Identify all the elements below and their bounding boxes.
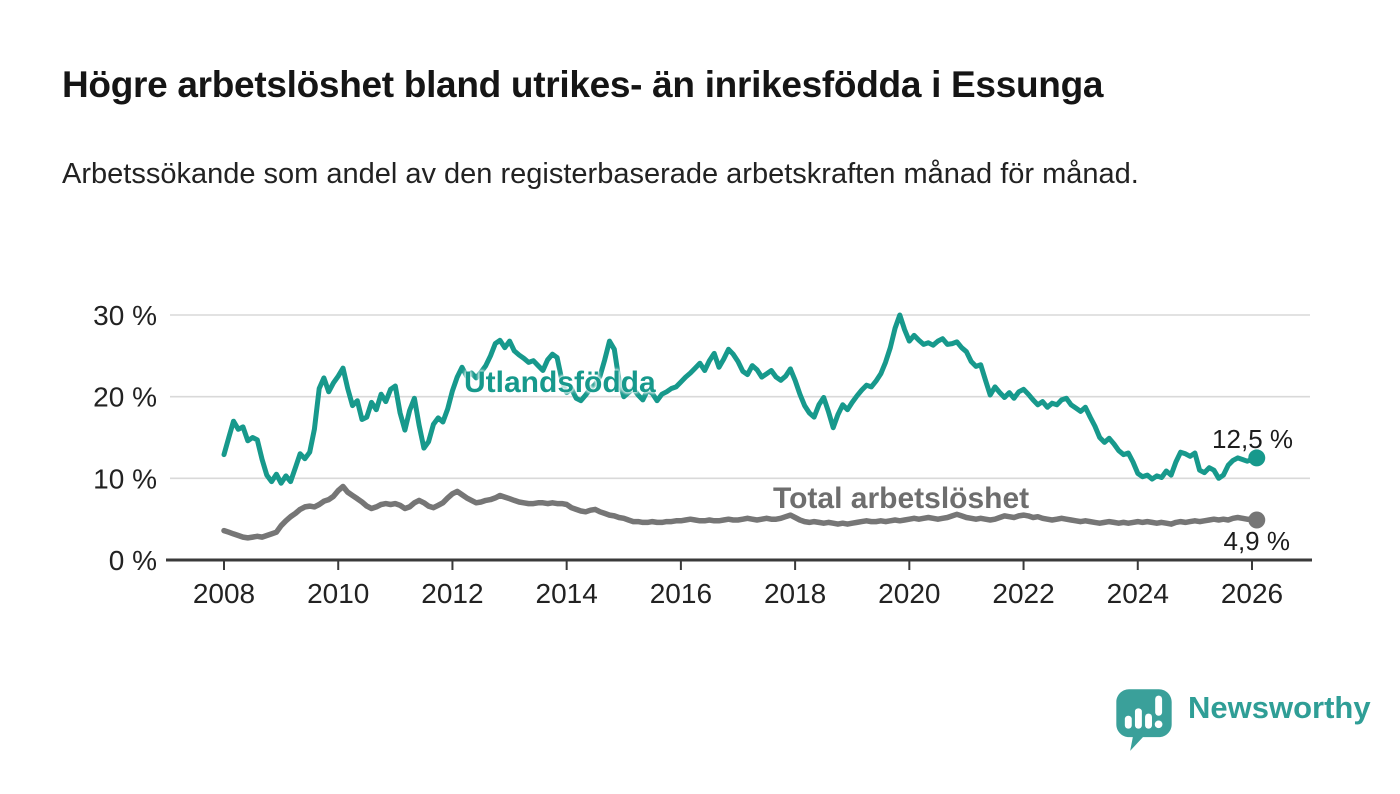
- y-tick-label-30: 30 %: [93, 300, 157, 331]
- end-value-label-total: 4,9 %: [1223, 526, 1291, 556]
- x-tick-label-2024: 2024: [1107, 578, 1169, 609]
- series-end-dot-total: [1248, 511, 1266, 529]
- logo-exclamation-bar: [1155, 695, 1163, 716]
- y-tick-label-0: 0 %: [109, 545, 157, 576]
- x-tick-label-2020: 2020: [878, 578, 940, 609]
- logo-bubble: [1116, 689, 1172, 751]
- y-tick-label-20: 20 %: [93, 382, 157, 413]
- x-tick-label-2016: 2016: [650, 578, 712, 609]
- newsworthy-logo-icon: [1116, 689, 1172, 751]
- x-tick-label-2026: 2026: [1221, 578, 1283, 609]
- x-tick-label-2008: 2008: [193, 578, 255, 609]
- logo-exclamation-dot: [1154, 720, 1163, 729]
- chart-tick-labels: 0 % 10 % 20 % 30 % 2008 2010 2012 2014 2016 2018 2…: [93, 300, 1283, 609]
- page-title: Högre arbetslöshet bland utrikes- än inr…: [62, 64, 1104, 105]
- newsworthy-brand-name: Newsworthy: [1188, 690, 1371, 725]
- x-tick-label-2018: 2018: [764, 578, 826, 609]
- chart-axis: [166, 558, 1312, 570]
- logo-bar-2: [1134, 708, 1142, 729]
- series-label-total-arbetsloshet: Total arbetslöshet: [773, 482, 1030, 515]
- logo-bar-3: [1145, 713, 1152, 729]
- x-tick-label-2010: 2010: [307, 578, 369, 609]
- x-tick-label-2022: 2022: [992, 578, 1054, 609]
- series-line-total: [221, 483, 1260, 541]
- series-line-foreign_born: [221, 312, 1260, 486]
- end-value-label-utlandsfodda: 12,5 %: [1212, 424, 1293, 454]
- page-subtitle: Arbetssökande som andel av den registerb…: [62, 158, 1139, 190]
- chart-series: [221, 312, 1266, 541]
- series-label-utlandsfodda: Utlandsfödda: [464, 366, 656, 399]
- chart-gridlines: [170, 314, 1310, 480]
- series-end-dot-foreign_born: [1248, 449, 1266, 467]
- logo-bar-1: [1124, 715, 1132, 729]
- y-tick-label-10: 10 %: [93, 463, 157, 494]
- x-tick-label-2014: 2014: [536, 578, 598, 609]
- x-tick-label-2012: 2012: [421, 578, 483, 609]
- newsworthy-logo: [1112, 686, 1176, 751]
